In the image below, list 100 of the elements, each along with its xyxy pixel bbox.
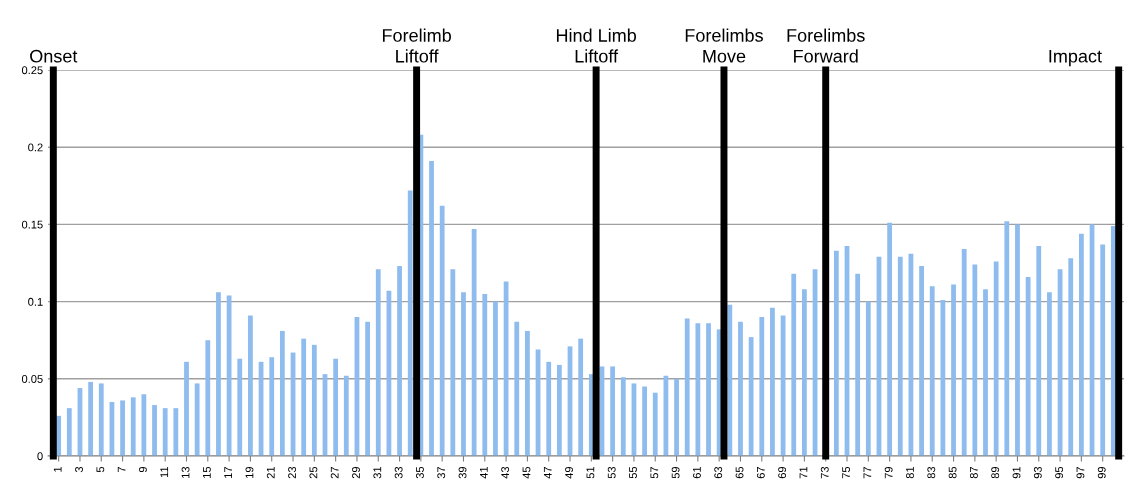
x-tick-label: 11 bbox=[160, 466, 169, 478]
x-tick-label: 27 bbox=[330, 466, 339, 479]
x-tick-label: 41 bbox=[480, 466, 488, 479]
x-tick-label: 47 bbox=[543, 466, 552, 479]
x-tick-label: 63 bbox=[714, 466, 723, 479]
bar bbox=[216, 292, 221, 456]
x-tick-label: 95 bbox=[1055, 466, 1064, 479]
x-tick-label: 83 bbox=[927, 466, 936, 479]
x-tick-label: 45 bbox=[522, 466, 531, 479]
bar bbox=[226, 295, 232, 456]
y-tick-label: 0.15 bbox=[21, 220, 43, 229]
bar bbox=[301, 338, 307, 456]
bar bbox=[1078, 233, 1084, 456]
x-tick-label: 39 bbox=[458, 466, 467, 479]
bar bbox=[727, 304, 733, 456]
bar bbox=[482, 293, 488, 456]
bar bbox=[493, 301, 498, 456]
bar bbox=[1068, 258, 1074, 456]
bar bbox=[375, 269, 381, 456]
x-tick-label: 55 bbox=[629, 466, 637, 479]
y-tick-label: 0.2 bbox=[28, 143, 43, 152]
bar bbox=[983, 289, 988, 456]
bar bbox=[738, 321, 743, 456]
bar bbox=[652, 392, 658, 456]
x-tick-label: 51 bbox=[586, 466, 595, 479]
x-tick-label: 97 bbox=[1076, 466, 1085, 479]
bar bbox=[855, 273, 861, 456]
y-tick-label: 0.1 bbox=[28, 297, 43, 306]
x-tick-label: 25 bbox=[309, 466, 318, 479]
x-tick-label: 31 bbox=[373, 466, 382, 479]
bar bbox=[248, 315, 253, 456]
bar bbox=[791, 273, 797, 456]
bar bbox=[770, 307, 775, 456]
x-tick-label: 77 bbox=[863, 466, 872, 479]
bar bbox=[1025, 276, 1031, 456]
bar bbox=[802, 289, 807, 456]
bar bbox=[279, 330, 285, 456]
bar bbox=[929, 286, 935, 456]
x-tick-label: 79 bbox=[884, 466, 893, 479]
x-tick-label: 85 bbox=[948, 466, 957, 479]
bar bbox=[333, 358, 339, 456]
x-tick-label: 23 bbox=[288, 466, 297, 479]
bar bbox=[525, 330, 530, 456]
bar bbox=[951, 284, 956, 456]
bar bbox=[674, 378, 679, 456]
x-tick-label: 5 bbox=[96, 466, 105, 473]
x-tick-label: 61 bbox=[692, 466, 701, 479]
x-tick-label: 89 bbox=[991, 466, 1000, 479]
bar bbox=[972, 264, 978, 456]
y-tick-label: 0.25 bbox=[21, 66, 43, 75]
bar bbox=[546, 361, 552, 456]
bar bbox=[429, 161, 434, 456]
bar bbox=[833, 250, 839, 456]
x-tick-label: 73 bbox=[820, 466, 829, 479]
bar bbox=[365, 321, 370, 456]
bar bbox=[130, 397, 136, 456]
bar bbox=[343, 375, 349, 456]
x-tick-label: 37 bbox=[437, 466, 446, 479]
x-tick-label: 71 bbox=[799, 466, 808, 479]
x-tick-label: 29 bbox=[352, 466, 360, 479]
bar bbox=[556, 364, 562, 456]
bar bbox=[1100, 244, 1106, 456]
bar bbox=[610, 366, 616, 456]
y-tick-label: 0 bbox=[37, 452, 43, 461]
x-tick-label: 57 bbox=[650, 466, 659, 479]
bar bbox=[205, 340, 211, 456]
bar bbox=[514, 321, 520, 456]
bar bbox=[695, 323, 701, 456]
x-tick-label: 99 bbox=[1097, 466, 1106, 479]
bar bbox=[141, 394, 147, 456]
x-tick-label: 75 bbox=[842, 466, 850, 479]
bar bbox=[450, 269, 456, 456]
x-tick-label: 43 bbox=[501, 466, 510, 479]
bar bbox=[269, 357, 275, 456]
ref-line-label: Hind Limb Liftoff bbox=[556, 28, 637, 63]
ref-line-label: Onset bbox=[30, 49, 78, 63]
bar bbox=[1047, 292, 1052, 456]
bar bbox=[642, 386, 647, 456]
bar bbox=[1015, 224, 1020, 456]
bar bbox=[439, 205, 445, 456]
bar bbox=[961, 249, 967, 456]
x-tick-label: 7 bbox=[117, 466, 126, 473]
bar bbox=[684, 318, 690, 456]
x-tick-label: 53 bbox=[607, 466, 616, 479]
x-tick-label: 17 bbox=[224, 466, 232, 478]
x-tick-label: 69 bbox=[778, 466, 787, 479]
bar bbox=[311, 344, 317, 456]
x-tick-label: 15 bbox=[203, 466, 211, 478]
bar bbox=[759, 317, 765, 456]
bar bbox=[993, 261, 999, 456]
x-tick-label: 13 bbox=[181, 466, 190, 478]
y-tick-label: 0.05 bbox=[21, 375, 43, 383]
bar bbox=[66, 408, 72, 456]
ref-line-label: Impact bbox=[1049, 49, 1102, 67]
x-tick-label: 59 bbox=[671, 466, 680, 479]
x-tick-label: 93 bbox=[1033, 466, 1042, 479]
x-tick-label: 33 bbox=[394, 466, 403, 479]
bar bbox=[98, 383, 104, 456]
bar bbox=[620, 377, 626, 456]
x-tick-label: 1 bbox=[53, 466, 62, 472]
